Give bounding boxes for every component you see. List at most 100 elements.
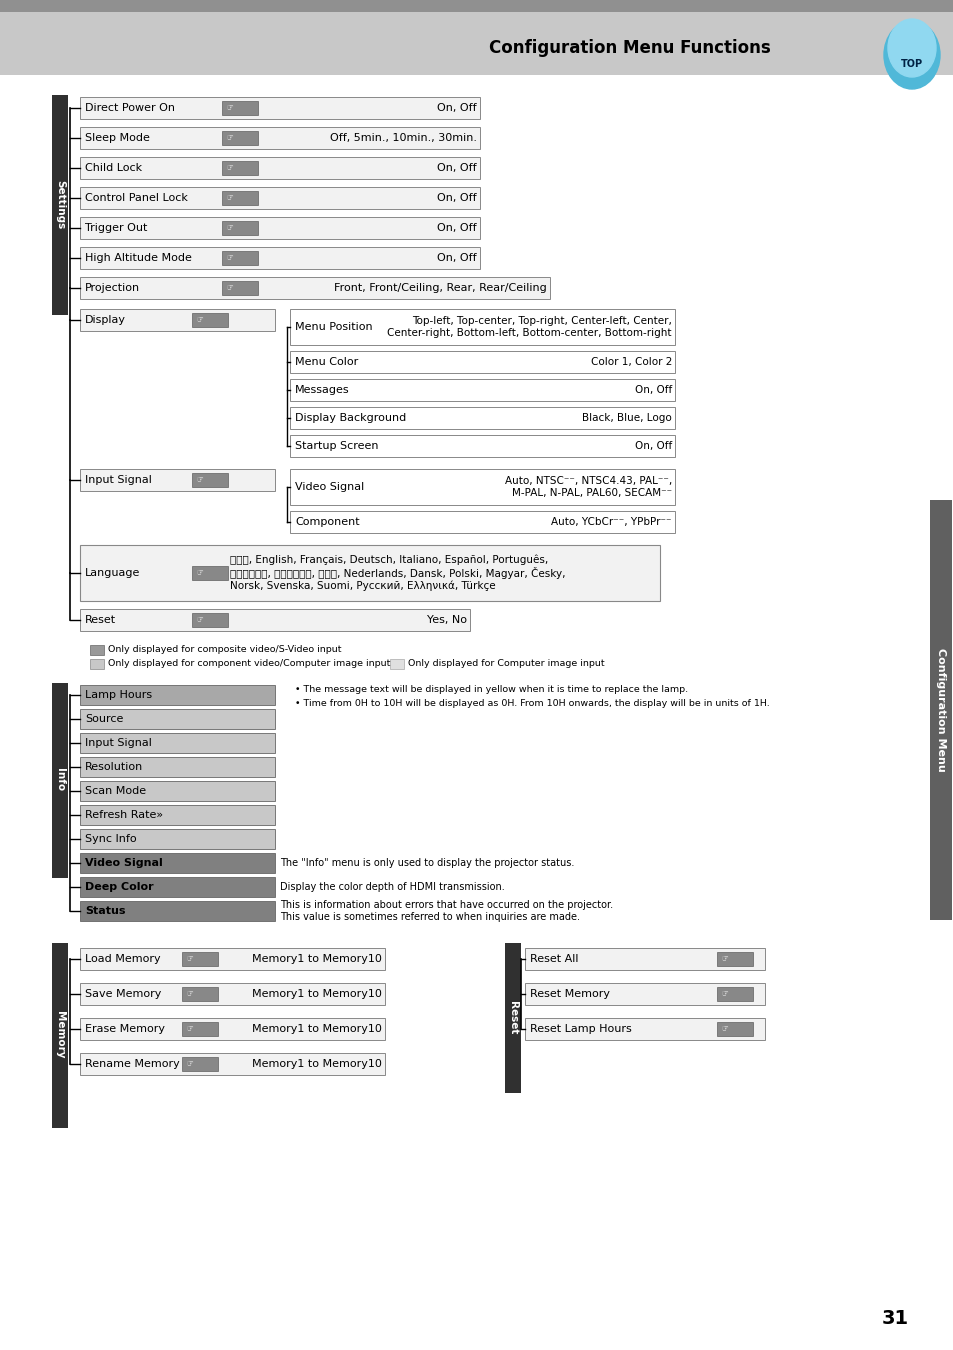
- Text: ☞: ☞: [226, 254, 233, 262]
- Text: Yes, No: Yes, No: [427, 616, 467, 625]
- Bar: [504, 944, 520, 1094]
- Ellipse shape: [883, 22, 939, 89]
- Bar: [290, 351, 675, 373]
- Bar: [80, 948, 385, 971]
- Bar: [222, 161, 257, 176]
- Bar: [80, 878, 274, 896]
- Text: Projection: Projection: [85, 284, 140, 293]
- Bar: [182, 952, 218, 967]
- Text: ☞: ☞: [226, 284, 233, 293]
- Text: ☞: ☞: [226, 163, 233, 173]
- Bar: [80, 188, 479, 209]
- Text: Load Memory: Load Memory: [85, 954, 160, 964]
- Bar: [222, 251, 257, 265]
- Text: Source: Source: [85, 714, 123, 724]
- Bar: [290, 468, 675, 505]
- Bar: [192, 313, 228, 327]
- Text: Memory: Memory: [55, 1011, 65, 1058]
- Bar: [717, 1022, 752, 1035]
- Bar: [80, 468, 274, 491]
- Text: ☞: ☞: [226, 224, 233, 232]
- Text: Configuration Menu Functions: Configuration Menu Functions: [489, 39, 770, 57]
- Text: On, Off: On, Off: [436, 103, 476, 113]
- Text: Save Memory: Save Memory: [85, 990, 161, 999]
- Text: Reset: Reset: [85, 616, 116, 625]
- Bar: [290, 309, 675, 346]
- Bar: [192, 613, 228, 626]
- Text: 31: 31: [881, 1308, 907, 1327]
- Text: Memory1 to Memory10: Memory1 to Memory10: [252, 990, 381, 999]
- Bar: [52, 683, 68, 878]
- Text: ☞: ☞: [195, 568, 203, 578]
- Text: High Altitude Mode: High Altitude Mode: [85, 252, 192, 263]
- Text: Info: Info: [55, 768, 65, 791]
- Text: This is information about errors that have occurred on the projector.
This value: This is information about errors that ha…: [280, 900, 613, 922]
- Text: Erase Memory: Erase Memory: [85, 1025, 165, 1034]
- Text: Auto, YCbCr⁻⁻, YPbPr⁻⁻: Auto, YCbCr⁻⁻, YPbPr⁻⁻: [551, 517, 671, 526]
- Bar: [80, 1018, 385, 1040]
- Text: ☞: ☞: [226, 193, 233, 202]
- Text: ☞: ☞: [720, 954, 727, 964]
- Text: Deep Color: Deep Color: [85, 882, 153, 892]
- Text: Reset: Reset: [507, 1002, 517, 1034]
- Bar: [524, 983, 764, 1004]
- Text: On, Off: On, Off: [436, 252, 476, 263]
- Text: ☞: ☞: [720, 990, 727, 999]
- Text: Memory1 to Memory10: Memory1 to Memory10: [252, 1025, 381, 1034]
- Bar: [0, 0, 953, 12]
- Bar: [0, 0, 953, 76]
- Bar: [80, 853, 274, 873]
- Bar: [80, 782, 274, 801]
- Bar: [182, 1057, 218, 1071]
- Bar: [80, 247, 479, 269]
- Text: Front, Front/Ceiling, Rear, Rear/Ceiling: Front, Front/Ceiling, Rear, Rear/Ceiling: [334, 284, 546, 293]
- Text: ☞: ☞: [226, 134, 233, 143]
- Bar: [80, 733, 274, 753]
- Text: Status: Status: [85, 906, 126, 917]
- Text: Trigger Out: Trigger Out: [85, 223, 147, 234]
- Text: On, Off: On, Off: [634, 441, 671, 451]
- Text: Display: Display: [85, 315, 126, 325]
- Bar: [290, 435, 675, 458]
- Text: Menu Color: Menu Color: [294, 356, 358, 367]
- Bar: [80, 829, 274, 849]
- Bar: [80, 900, 274, 921]
- Text: Language: Language: [85, 568, 140, 578]
- Text: ☞: ☞: [186, 990, 193, 999]
- Text: Display the color depth of HDMI transmission.: Display the color depth of HDMI transmis…: [280, 882, 504, 892]
- Bar: [182, 1022, 218, 1035]
- Text: Sync Info: Sync Info: [85, 834, 136, 844]
- Text: Memory1 to Memory10: Memory1 to Memory10: [252, 1058, 381, 1069]
- Bar: [524, 1018, 764, 1040]
- Bar: [80, 97, 479, 119]
- Text: Rename Memory: Rename Memory: [85, 1058, 179, 1069]
- Text: On, Off: On, Off: [436, 193, 476, 202]
- Bar: [52, 944, 68, 1129]
- Text: Child Lock: Child Lock: [85, 163, 142, 173]
- Bar: [192, 566, 228, 580]
- Bar: [80, 983, 385, 1004]
- Bar: [524, 948, 764, 971]
- Bar: [390, 659, 403, 670]
- Bar: [80, 277, 550, 298]
- Bar: [80, 609, 470, 630]
- Bar: [80, 709, 274, 729]
- Text: Control Panel Lock: Control Panel Lock: [85, 193, 188, 202]
- Bar: [80, 805, 274, 825]
- Bar: [290, 406, 675, 429]
- Text: Reset Lamp Hours: Reset Lamp Hours: [530, 1025, 631, 1034]
- Text: Configuration Menu: Configuration Menu: [935, 648, 945, 772]
- Text: Display Background: Display Background: [294, 413, 406, 423]
- Bar: [0, 12, 953, 76]
- Text: ☞: ☞: [186, 1060, 193, 1068]
- Bar: [80, 1053, 385, 1075]
- Text: TOP: TOP: [900, 59, 923, 69]
- Bar: [182, 987, 218, 1000]
- Text: Messages: Messages: [294, 385, 349, 396]
- Bar: [192, 472, 228, 487]
- Bar: [717, 987, 752, 1000]
- Text: ☞: ☞: [195, 475, 203, 485]
- Text: ☞: ☞: [186, 954, 193, 964]
- Text: Color 1, Color 2: Color 1, Color 2: [590, 356, 671, 367]
- Text: Only displayed for Computer image input: Only displayed for Computer image input: [408, 660, 604, 668]
